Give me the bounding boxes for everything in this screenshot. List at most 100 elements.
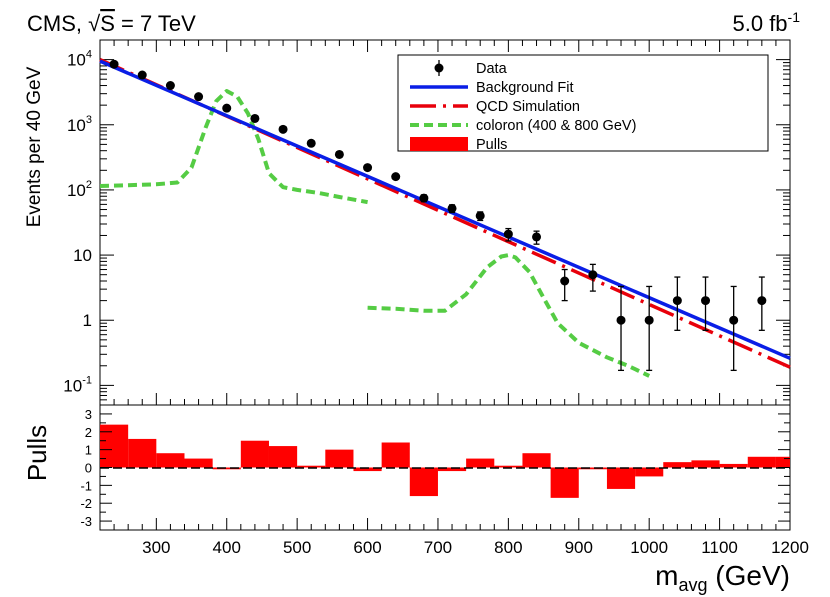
x-tick-label: 400 <box>213 538 241 557</box>
data-point <box>419 193 429 203</box>
data-point <box>475 211 485 221</box>
pull-bar <box>100 424 129 468</box>
y-tick-label: 103 <box>67 114 92 135</box>
pulls-axis-ticks: 300 400 500 600 700 800 900 1000 1100 1200 -3 -2 -1 0… <box>80 404 809 557</box>
data-point <box>391 172 401 182</box>
x-tick-label: 900 <box>565 538 593 557</box>
pull-bar <box>128 438 157 468</box>
data-point <box>588 270 598 280</box>
data-point <box>165 81 175 91</box>
pull-bar <box>353 467 382 472</box>
x-axis-label: mavg (GeV) <box>655 560 790 595</box>
data-point <box>334 149 344 159</box>
coloron-400-curve <box>99 89 368 205</box>
pulls-tick-label: 1 <box>85 443 92 458</box>
pull-bar <box>494 465 523 468</box>
legend: Data Background Fit QCD Simulation coloron … <box>397 54 769 153</box>
data-point <box>757 296 767 306</box>
chart-title: CMS, √S = 7 TeV <box>27 11 196 36</box>
pull-bar <box>606 467 636 489</box>
data-point <box>503 229 513 239</box>
pull-bar <box>775 456 790 468</box>
data-point <box>250 113 260 123</box>
y-tick-label-base: 10 <box>63 376 82 395</box>
main-data-points <box>109 59 767 372</box>
pull-bar <box>212 467 241 470</box>
data-point <box>222 103 232 113</box>
pull-bars <box>100 424 790 498</box>
pull-bar <box>691 460 720 468</box>
y-tick-label-base: 10 <box>67 181 86 200</box>
pull-bar <box>635 467 664 477</box>
pulls-panel: 300 400 500 600 700 800 900 1000 1100 1200 -3 -2 -1 0… <box>22 404 809 557</box>
pulls-tick-label: -1 <box>80 478 92 493</box>
legend-label: QCD Simulation <box>476 99 580 115</box>
legend-box <box>397 54 769 152</box>
qcd-simulation-curve <box>99 58 791 369</box>
x-tick-label: 700 <box>424 538 452 557</box>
background-fit-curve <box>99 59 791 360</box>
y-tick-label: 10-1 <box>63 374 92 395</box>
y-tick-label: 10 <box>73 246 92 265</box>
luminosity-label: 5.0 fb-1 <box>733 9 801 36</box>
y-tick-label-exp: -1 <box>82 374 92 386</box>
legend-label: coloron (400 & 800 GeV) <box>476 118 636 134</box>
main-curves <box>99 58 791 378</box>
pulls-tick-label: -3 <box>80 514 92 529</box>
y-tick-label-exp: 4 <box>86 49 92 61</box>
legend-label: Data <box>476 61 508 77</box>
y-tick-label-exp: 3 <box>86 114 92 126</box>
pulls-tick-label: -2 <box>80 496 92 511</box>
pulls-tick-label: 3 <box>85 407 92 422</box>
x-tick-label: 500 <box>283 538 311 557</box>
pulls-tick-label: 2 <box>85 425 92 440</box>
pull-bar <box>325 449 354 468</box>
pull-bar <box>297 465 326 468</box>
data-point <box>644 315 654 325</box>
data-point <box>194 92 204 102</box>
data-point <box>532 232 542 242</box>
pull-bar <box>437 467 467 472</box>
pull-bar <box>578 467 607 470</box>
pull-bar <box>466 458 495 468</box>
data-point <box>616 315 626 325</box>
data-point <box>729 315 739 325</box>
y-tick-label: 1 <box>83 311 92 330</box>
pull-bar <box>747 456 776 468</box>
x-tick-label: 300 <box>142 538 170 557</box>
y-axis-label: Events per 40 GeV <box>24 66 45 227</box>
y-tick-label-exp: 2 <box>86 179 92 191</box>
pull-bar <box>663 462 692 468</box>
y-tick-label-base: 10 <box>67 51 86 70</box>
pull-bar <box>184 458 213 468</box>
x-tick-label: 1200 <box>771 538 809 557</box>
x-axis-label-subscript: avg <box>679 575 708 595</box>
data-point <box>701 296 711 306</box>
pull-bar <box>156 453 185 468</box>
pull-bar <box>381 442 410 468</box>
data-point <box>447 203 457 213</box>
pull-bar <box>522 453 551 468</box>
x-tick-label: 1100 <box>701 538 738 557</box>
coloron-800-curve <box>367 253 651 378</box>
data-point <box>560 276 570 286</box>
legend-items: Data Background Fit QCD Simulation coloron … <box>410 60 636 153</box>
pull-bar <box>409 467 438 497</box>
x-tick-label: 1000 <box>630 538 668 557</box>
data-point <box>363 163 373 173</box>
pull-bar <box>268 446 298 468</box>
y-tick-label: 102 <box>67 179 92 200</box>
pulls-tick-label: 0 <box>85 461 92 476</box>
pull-bar <box>719 463 748 468</box>
x-tick-label: 800 <box>494 538 522 557</box>
legend-marker-data <box>434 63 444 73</box>
data-point <box>278 124 288 134</box>
legend-label: Background Fit <box>476 80 574 96</box>
legend-swatch-pulls <box>410 137 468 151</box>
data-point <box>137 70 147 80</box>
data-point <box>109 59 119 69</box>
pull-bar <box>240 440 269 468</box>
